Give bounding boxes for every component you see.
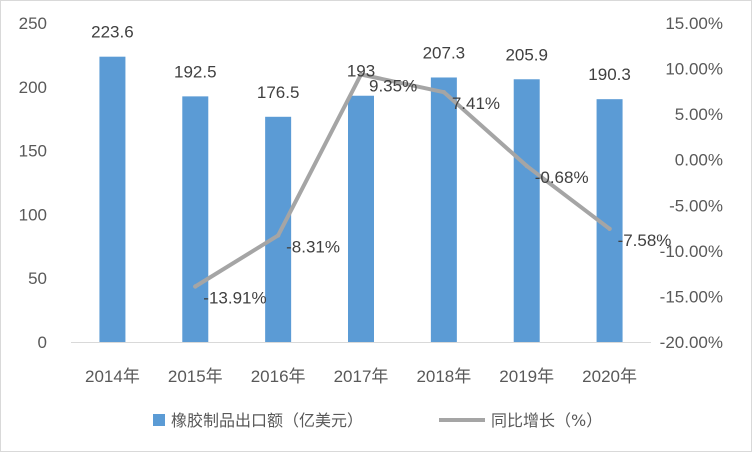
bar-value-label: 223.6 [91,23,134,42]
left-axis-tick-label: 250 [19,14,47,33]
bar-value-label: 190.3 [588,65,631,84]
x-axis-tick-label: 2020年 [582,367,637,386]
left-axis-tick-label: 200 [19,78,47,97]
bar-value-label: 176.5 [257,83,300,102]
x-axis-tick-label: 2019年 [499,367,554,386]
right-axis-tick-label: -5.00% [669,196,723,215]
x-axis-tick-label: 2016年 [251,367,306,386]
x-axis-tick-label: 2014年 [85,367,140,386]
x-axis-tick-label: 2018年 [416,367,471,386]
line-point [358,72,364,77]
line-series [193,72,612,289]
bar-value-label: 193 [347,62,375,81]
bar-value-label: 192.5 [174,62,217,81]
right-axis-tick-label: 0.00% [675,151,723,170]
bar [99,56,126,342]
right-y-axis: -20.00% -15.00% -10.00% -5.00% 0.00% 5.00% 10.… [660,14,723,352]
bar [265,116,292,342]
line-value-label: -0.68% [535,168,589,187]
bar-series [99,56,623,343]
legend-swatch-bar [153,414,165,426]
line-point [275,233,281,238]
line-value-label: -7.58% [618,231,672,250]
legend-label-line: 同比增长（%） [491,411,602,430]
x-axis: 2014年 2015年 2016年 2017年 2018年 2019年 2020年 [71,342,651,386]
line-point [524,163,529,169]
right-axis-tick-label: -20.00% [660,333,723,352]
left-axis-tick-label: 150 [19,142,47,161]
growth-line [193,72,612,289]
line-point [193,284,198,289]
legend: 橡胶制品出口额（亿美元） 同比增长（%） [153,411,602,430]
line-value-label: -8.31% [286,237,340,256]
bar-value-label: 207.3 [423,43,466,62]
bar [430,77,457,342]
data-labels: 223.6 192.5 176.5 193 207.3 205.9 190.3 -13.91%… [91,23,671,308]
right-axis-tick-label: -10.00% [660,242,723,261]
right-axis-tick-label: 10.00% [665,60,723,79]
legend-label-bar: 橡胶制品出口额（亿美元） [171,411,363,430]
line-value-label: 7.41% [452,94,500,113]
line-point [607,226,612,232]
line-value-label: 9.35% [369,76,417,95]
right-axis-tick-label: 15.00% [665,14,723,33]
x-axis-tick-label: 2017年 [334,367,389,386]
right-axis-tick-label: -15.00% [660,287,723,306]
x-axis-tick-label: 2015年 [168,367,223,386]
left-axis-tick-label: 100 [19,205,47,224]
line-value-label: -13.91% [203,288,266,307]
bar-value-label: 205.9 [505,45,548,64]
right-axis-tick-label: 5.00% [675,105,723,124]
bar [513,79,540,342]
bar [348,95,374,343]
line-point [441,89,447,95]
left-axis-tick-label: 50 [28,269,47,288]
left-y-axis: 0 50 100 150 200 250 [19,14,47,352]
bar [182,96,209,343]
left-axis-tick-label: 0 [38,333,47,352]
